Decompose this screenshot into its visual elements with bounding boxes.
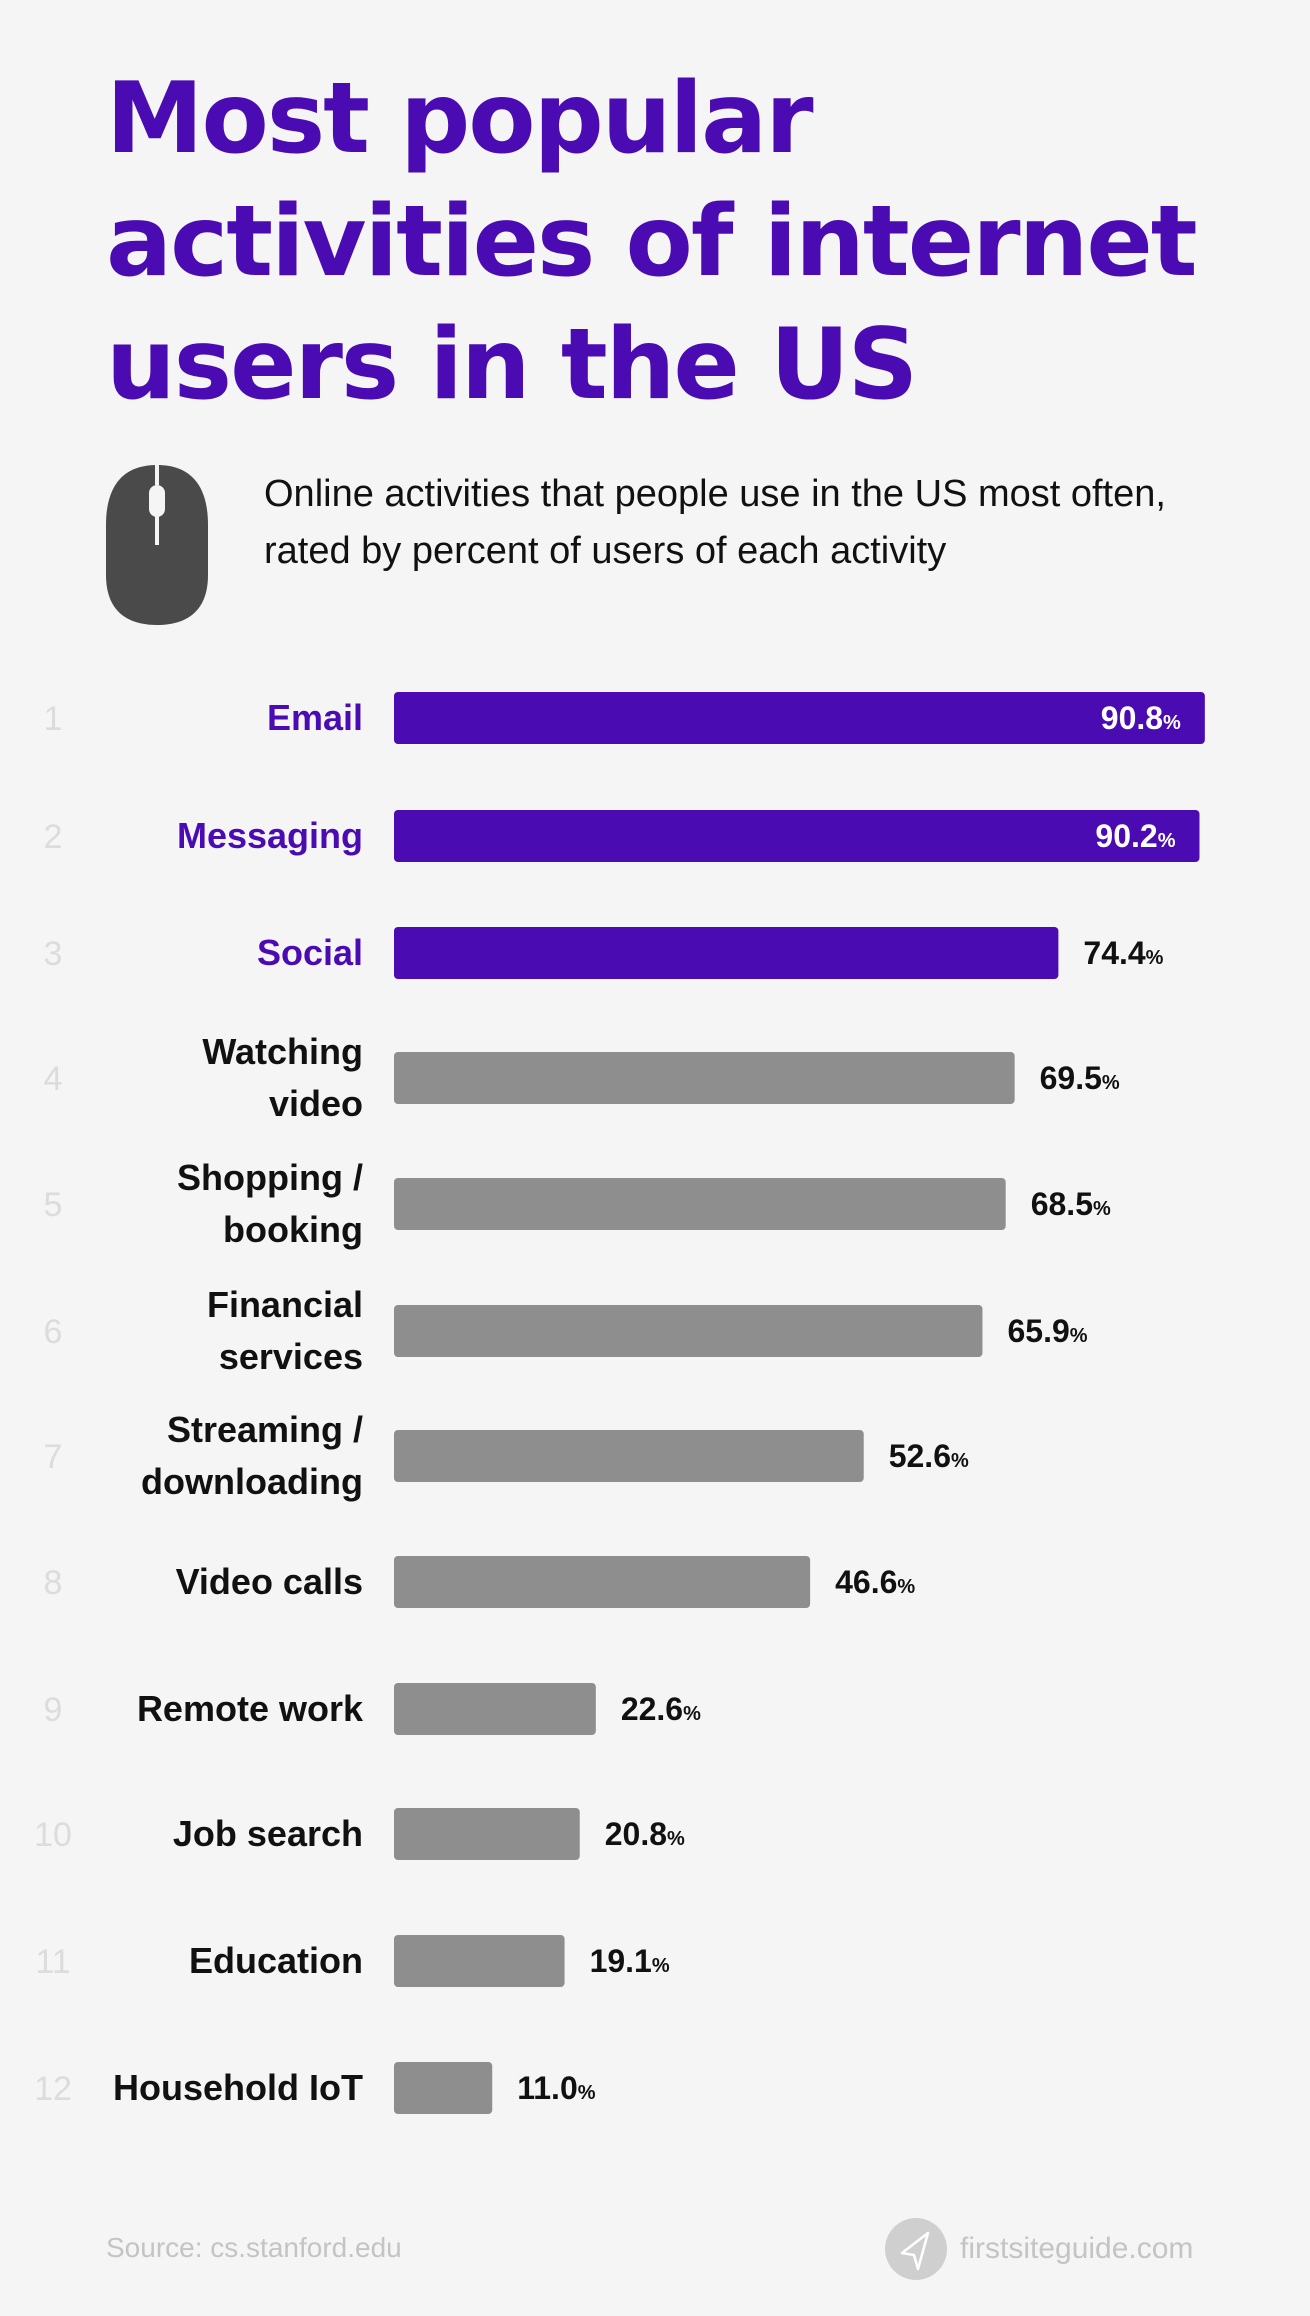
value-label: 90.2%	[1095, 818, 1175, 854]
rank-number: 6	[44, 1313, 63, 1351]
rank-number: 1	[44, 700, 63, 738]
category-label: Streaming /	[167, 1409, 363, 1450]
rank-number: 2	[44, 818, 63, 856]
bar	[394, 692, 1205, 744]
category-label: services	[219, 1336, 363, 1377]
rank-number: 3	[44, 935, 63, 973]
bar	[394, 1808, 580, 1860]
value-label: 69.5%	[1040, 1060, 1120, 1096]
category-label: Watching	[202, 1031, 363, 1072]
category-label: Household IoT	[113, 2067, 363, 2108]
category-label: downloading	[141, 1461, 363, 1502]
category-label: Messaging	[177, 815, 363, 856]
computer-mouse-icon	[106, 465, 208, 625]
bar	[394, 1935, 565, 1987]
chart-subtitle: Online activities that people use in the…	[264, 473, 1166, 572]
page-title: Most popular activities of internet user…	[106, 62, 1198, 422]
category-label: Email	[267, 697, 363, 738]
rank-number: 7	[44, 1438, 63, 1476]
rank-number: 11	[35, 1943, 70, 1981]
category-label: Education	[189, 1940, 363, 1981]
bar	[394, 1683, 596, 1735]
brand-name: firstsiteguide.com	[960, 2232, 1194, 2265]
source-text: Source: cs.stanford.edu	[106, 2232, 402, 2263]
bar	[394, 1052, 1015, 1104]
rank-number: 10	[34, 1816, 72, 1854]
value-label: 74.4%	[1083, 935, 1163, 971]
rank-number: 9	[44, 1691, 63, 1729]
value-label: 68.5%	[1031, 1186, 1111, 1222]
category-label: video	[269, 1083, 363, 1124]
category-label: Financial	[207, 1284, 363, 1325]
category-label: Social	[257, 932, 363, 973]
bar	[394, 2062, 493, 2114]
rank-number: 4	[44, 1060, 63, 1098]
rank-number: 5	[44, 1186, 63, 1224]
category-label: booking	[223, 1209, 363, 1250]
value-label: 46.6%	[835, 1564, 915, 1600]
value-label: 11.0%	[517, 2070, 596, 2106]
rank-number: 8	[44, 1564, 63, 1602]
paper-plane-icon	[885, 2218, 947, 2280]
value-label: 65.9%	[1007, 1313, 1087, 1349]
bar	[394, 1178, 1006, 1230]
brand: firstsiteguide.com	[884, 2217, 1193, 2281]
value-label: 20.8%	[605, 1816, 685, 1852]
category-label: Video calls	[176, 1561, 363, 1602]
category-label: Remote work	[137, 1688, 364, 1729]
bar	[394, 1305, 983, 1357]
category-label: Job search	[173, 1813, 363, 1854]
value-label: 19.1%	[590, 1943, 670, 1979]
bar	[394, 810, 1200, 862]
value-label: 52.6%	[889, 1438, 969, 1474]
category-label: Shopping /	[177, 1157, 363, 1198]
bar	[394, 1430, 864, 1482]
bar	[394, 927, 1059, 979]
value-label: 22.6%	[621, 1691, 701, 1727]
bar	[394, 1556, 811, 1608]
rank-number: 12	[34, 2070, 72, 2108]
